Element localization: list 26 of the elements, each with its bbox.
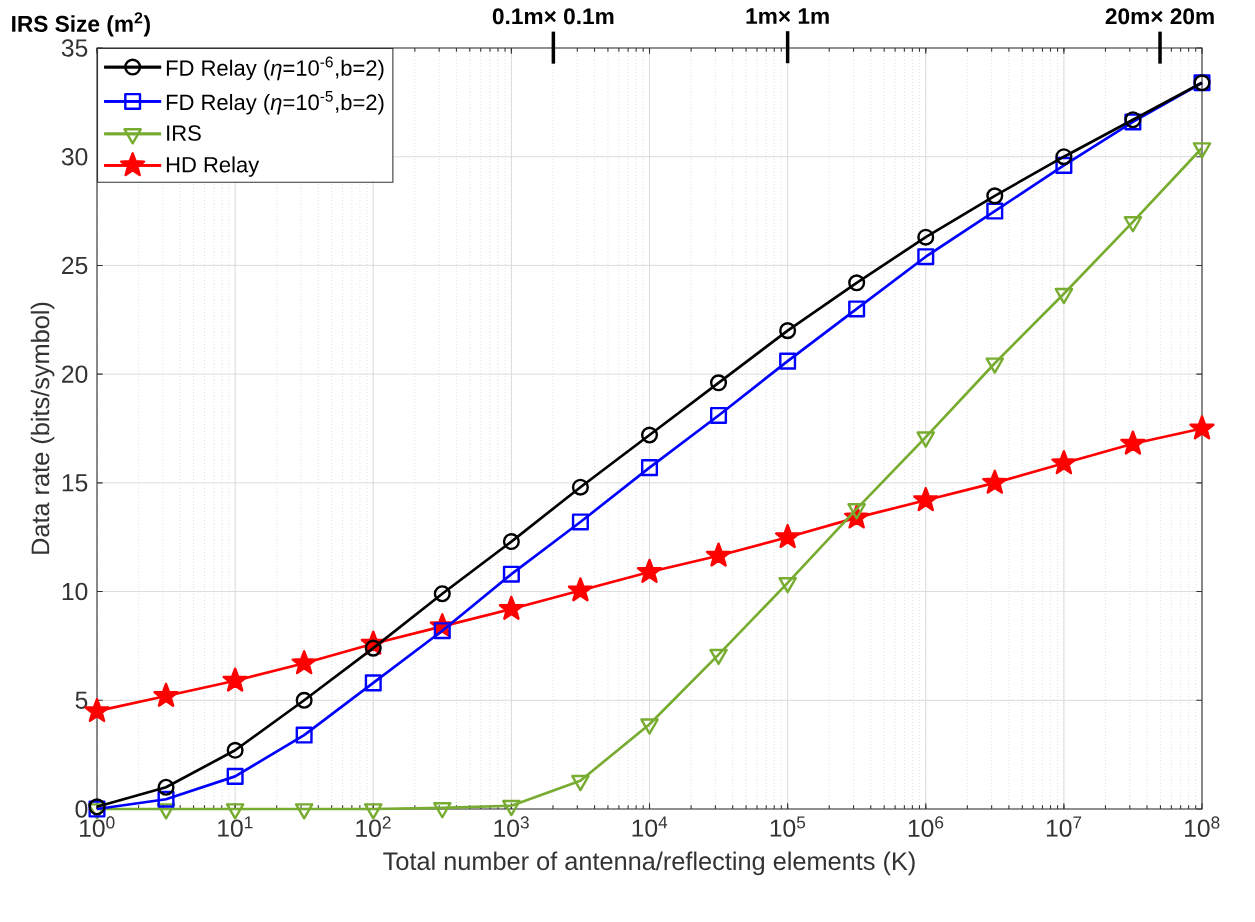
x-tick-label: 10$^{8}$ xyxy=(1185,816,1220,838)
y-axis-title: Data rate (bits/symbol) xyxy=(30,302,55,554)
legend-label: HD Relay xyxy=(166,156,260,177)
x-tick-label: 10$^{7}$ xyxy=(1046,816,1082,837)
x-tick-label: 10$^{4}$ xyxy=(632,816,668,837)
x-tick-label: 10$^{1}$ xyxy=(218,816,253,837)
x-tick-label: 10$^{5}$ xyxy=(770,816,806,837)
y-tick-label: 10 xyxy=(62,582,88,601)
y-tick-label: 0 xyxy=(75,800,88,818)
legend-label: IRS xyxy=(167,125,201,141)
y-tick-label: 25 xyxy=(62,256,88,275)
y-tick-label: 35 xyxy=(61,39,88,57)
y-tick-label: 20 xyxy=(62,365,88,383)
x-tick-label: 10$^{2}$ xyxy=(356,816,391,838)
y-tick-label: 5 xyxy=(75,691,88,709)
text: 1m× 1m xyxy=(746,8,829,24)
legend-label: FD Relay (η=10$^{-6}$,b=2) xyxy=(166,56,384,81)
legend-label: FD Relay (η=10$^{-5}$,b=2) xyxy=(166,90,384,115)
text: 0.1m× 0.1m xyxy=(492,8,614,25)
y-tick-label: 30 xyxy=(61,147,88,166)
x-tick-label: 10$^{3}$ xyxy=(494,816,529,838)
text: IRS Size (m$^{2}$) xyxy=(12,12,150,37)
x-axis-title: Total number of antenna/reflecting elements (K) xyxy=(383,851,915,876)
y-tick-label: 15 xyxy=(62,474,88,492)
text: 20m× 20m xyxy=(1105,8,1214,25)
x-tick-label: 10$^{6}$ xyxy=(908,816,944,838)
